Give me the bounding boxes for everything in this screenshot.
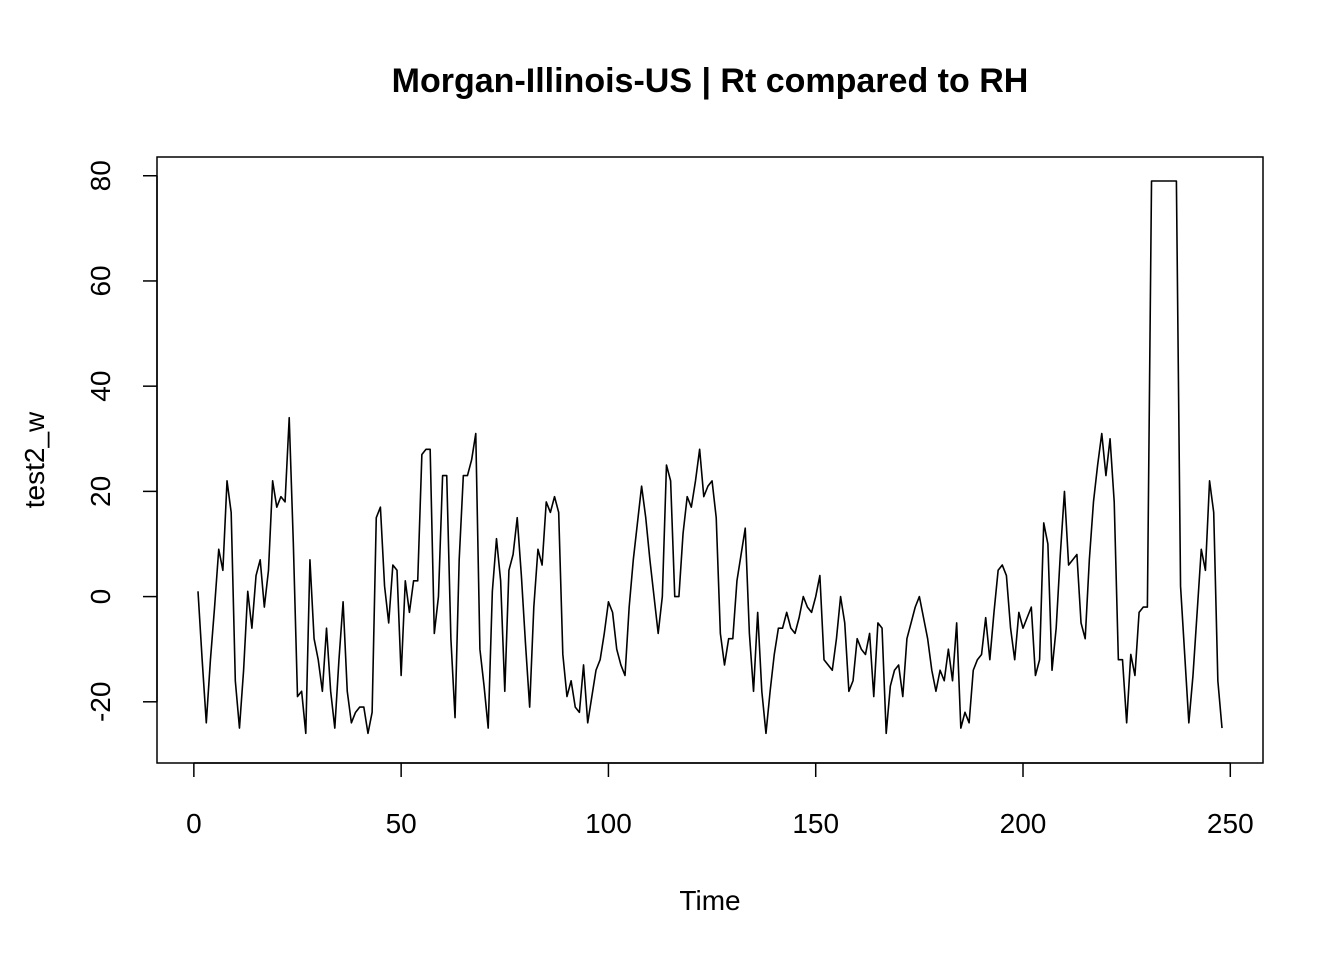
y-tick-label: 60 <box>85 265 116 296</box>
x-axis: 0 50 100 150 200 250 <box>186 762 1254 839</box>
y-tick-label: 80 <box>85 160 116 191</box>
y-tick-label: -20 <box>85 682 116 722</box>
y-tick-label: 0 <box>85 589 116 605</box>
x-tick-label: 250 <box>1207 808 1254 839</box>
chart-title: Morgan-Illinois-US | Rt compared to RH <box>392 62 1029 100</box>
x-tick-label: 200 <box>1000 808 1047 839</box>
x-tick-label: 150 <box>792 808 839 839</box>
y-tick-label: 40 <box>85 371 116 402</box>
x-tick-label: 0 <box>186 808 202 839</box>
y-axis-title: test2_w <box>19 411 50 508</box>
x-axis-title: Time <box>679 885 740 916</box>
series-line <box>197 180 1223 735</box>
x-tick-label: 100 <box>585 808 632 839</box>
y-tick-label: 20 <box>85 476 116 507</box>
x-tick-label: 50 <box>386 808 417 839</box>
y-axis: -20 0 20 40 60 80 <box>85 160 158 722</box>
